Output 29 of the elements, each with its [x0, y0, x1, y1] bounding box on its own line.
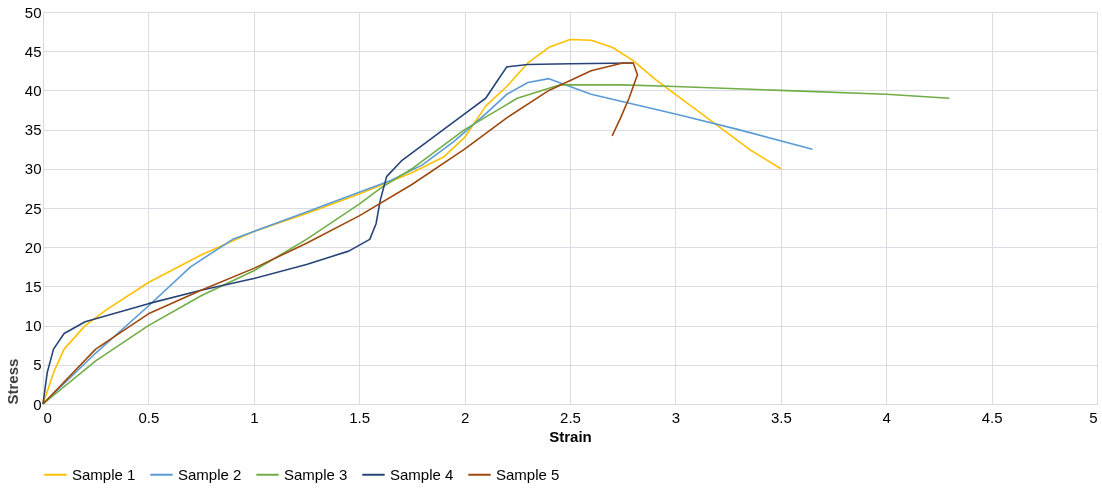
- y-tick-label: 15: [24, 277, 42, 295]
- y-tick-label: 45: [24, 42, 42, 60]
- legend-label: Sample 2: [178, 465, 242, 483]
- x-axis-title: Strain: [549, 427, 592, 445]
- x-tick-label: 3: [671, 408, 681, 426]
- y-tick-label: 40: [24, 81, 42, 99]
- y-tick-label: 30: [24, 160, 42, 178]
- line-series: [42, 84, 951, 405]
- x-tick-label: 4.5: [981, 408, 1003, 426]
- y-tick-label: 10: [24, 317, 42, 335]
- x-tick-label: 0.5: [138, 408, 160, 426]
- x-tick-label: 1: [250, 408, 259, 426]
- legend-label: Sample 3: [284, 465, 348, 483]
- x-tick-label: 1.5: [349, 408, 371, 426]
- y-tick-label: 0: [33, 395, 42, 413]
- x-tick-label: 3.5: [770, 408, 792, 426]
- x-tick-label: 4: [882, 408, 891, 426]
- legend-label: Sample 4: [390, 465, 454, 483]
- x-tick-label: 2: [460, 408, 470, 426]
- y-tick-label: 20: [24, 238, 42, 256]
- y-tick-label: 50: [24, 3, 42, 21]
- x-tick-label: 5: [1089, 408, 1098, 426]
- y-tick-label: 35: [24, 121, 42, 139]
- y-tick-label: 25: [24, 199, 42, 217]
- y-tick-label: 5: [33, 356, 42, 374]
- x-tick-label: 2.5: [560, 408, 581, 426]
- legend-label: Sample 5: [496, 465, 560, 483]
- legend-label: Sample 1: [72, 465, 136, 483]
- y-axis-title: Stress: [3, 358, 21, 405]
